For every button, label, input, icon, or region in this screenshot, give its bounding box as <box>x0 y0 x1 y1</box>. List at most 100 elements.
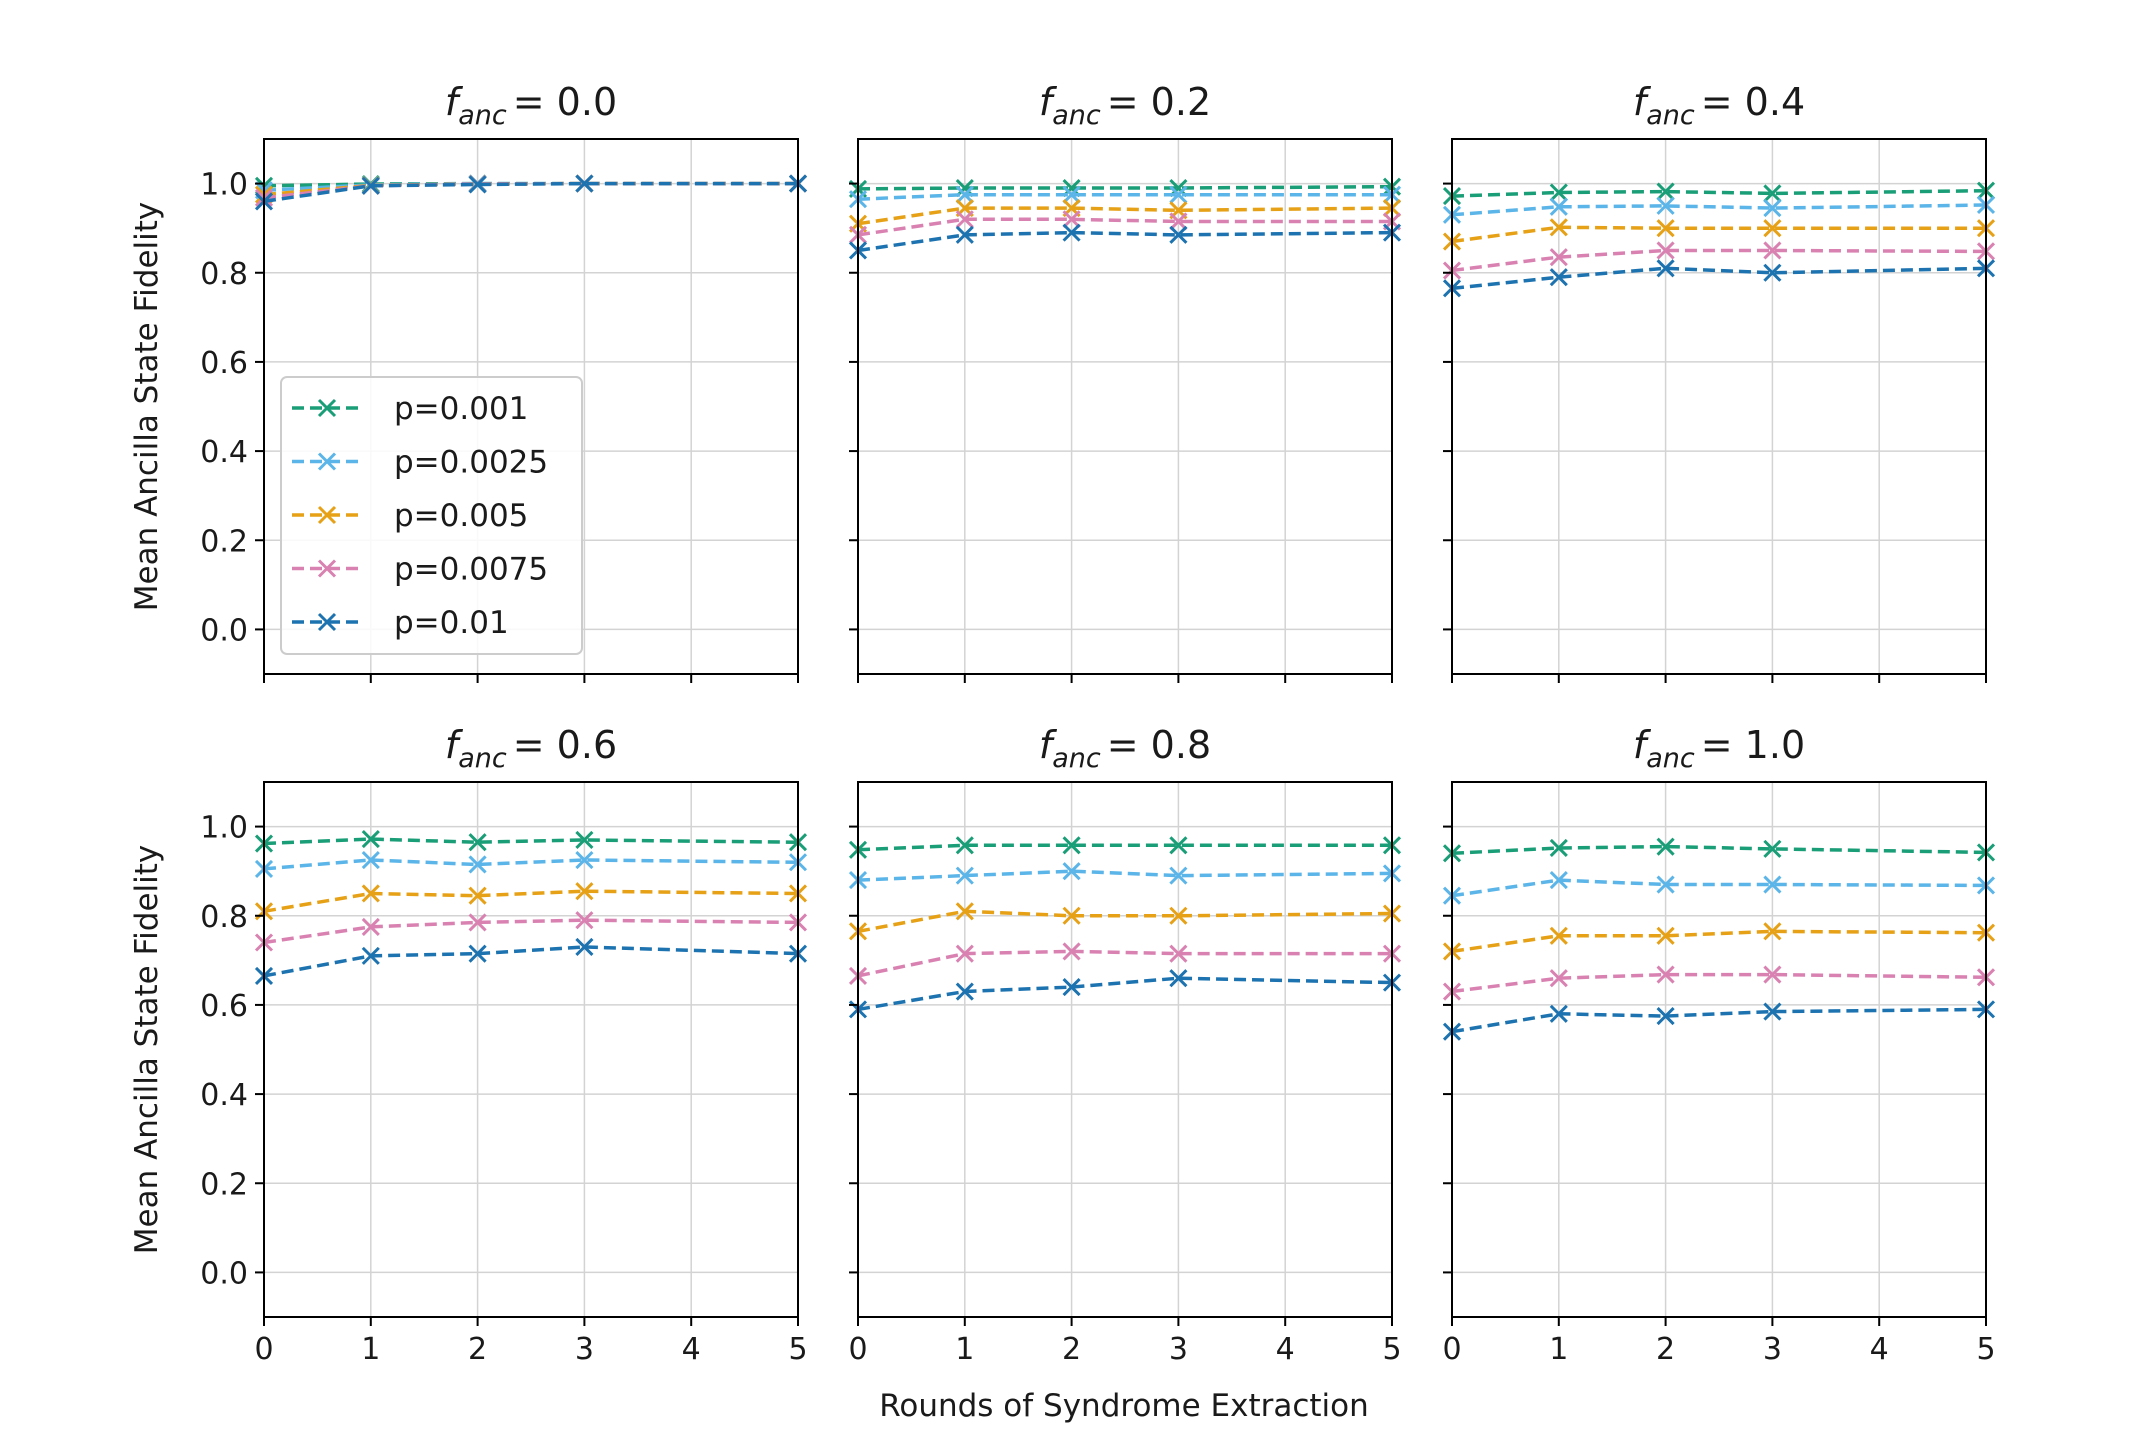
data-point <box>575 830 594 850</box>
data-point <box>1763 199 1782 218</box>
data-point <box>1169 212 1188 231</box>
axes-frame <box>857 138 1393 675</box>
data-point <box>1549 1004 1568 1023</box>
series-line <box>857 909 1393 934</box>
data-point <box>575 850 594 870</box>
panel-5: 0 1 2 3 4 5 fanc = 0.8 <box>848 723 1401 1367</box>
data-point <box>361 946 380 965</box>
data-point <box>468 833 487 852</box>
y-tick-label: 0.0 <box>200 1256 248 1291</box>
x-axis-label: Rounds of Syndrome Extraction <box>879 1388 1369 1424</box>
data-point <box>1549 218 1568 237</box>
data-point <box>955 210 974 229</box>
data-point <box>1169 185 1188 204</box>
x-tick-label: 2 <box>1656 1332 1675 1367</box>
data-point <box>1656 837 1675 856</box>
data-point <box>1549 838 1568 858</box>
data-point <box>1062 978 1081 997</box>
data-point <box>955 836 974 855</box>
axes-frame <box>857 781 1393 1318</box>
legend-label: p=0.005 <box>394 498 528 534</box>
data-point <box>1763 875 1782 894</box>
panels: 0.0 0.2 0.4 0.6 0.8 1.0 Mean Ancilla State Fid… <box>129 80 1996 1367</box>
y-tick-label: 0.6 <box>200 346 248 381</box>
legend-item: p=0.001 <box>292 391 528 427</box>
data-point <box>361 850 380 870</box>
data-point <box>468 175 487 194</box>
legend-item: p=0.005 <box>292 498 528 534</box>
data-point <box>468 913 487 932</box>
x-tick-label: 3 <box>1763 1332 1782 1367</box>
y-tick-label: 0.2 <box>200 524 248 559</box>
legend-marker <box>317 398 337 418</box>
panel-2: fanc = 0.2 <box>848 80 1402 683</box>
data-point <box>1169 866 1188 885</box>
data-point <box>575 937 594 957</box>
x-tick-label: 4 <box>1870 1332 1889 1367</box>
panel-3: fanc = 0.4 <box>1442 80 1996 683</box>
data-point <box>955 982 974 1001</box>
y-tick-label: 0.4 <box>200 435 248 470</box>
data-point <box>468 886 487 905</box>
data-point <box>468 944 487 963</box>
panel-title: fanc = 0.4 <box>1633 80 1805 131</box>
legend-marker <box>317 612 337 632</box>
x-tick-label: 5 <box>788 1332 807 1367</box>
data-point <box>1549 969 1568 988</box>
plot-area <box>1452 782 1986 1317</box>
data-point <box>955 902 974 921</box>
x-tick-label: 0 <box>1442 1332 1461 1367</box>
y-tick-label: 0.8 <box>200 900 248 935</box>
panel-title: fanc = 0.2 <box>1039 80 1211 131</box>
y-tick-label: 0.2 <box>200 1167 248 1202</box>
data-point <box>1763 219 1782 238</box>
x-tick-label: 0 <box>254 1332 273 1367</box>
x-tick-label: 4 <box>1276 1332 1295 1367</box>
x-tick-label: 3 <box>575 1332 594 1367</box>
data-point <box>361 830 380 849</box>
data-point <box>1169 225 1188 244</box>
series-line <box>263 889 799 914</box>
series-line <box>857 976 1393 1012</box>
data-point <box>1169 836 1188 855</box>
data-point <box>1169 969 1188 988</box>
panel-title: fanc = 0.6 <box>445 723 617 774</box>
series-p=0.005 <box>254 882 808 921</box>
data-point <box>1549 183 1568 202</box>
data-point <box>1656 965 1675 984</box>
data-point <box>1763 839 1782 858</box>
data-point <box>1062 942 1081 961</box>
x-tick-label: 5 <box>1382 1332 1401 1367</box>
data-point <box>1656 219 1675 238</box>
data-point <box>1062 836 1081 855</box>
data-point <box>1062 223 1081 242</box>
x-tick-label: 1 <box>361 1332 380 1367</box>
y-tick-label: 0.4 <box>200 1078 248 1113</box>
x-tick-label: 1 <box>955 1332 974 1367</box>
axes-frame <box>1451 138 1987 675</box>
data-point <box>1763 1002 1782 1021</box>
series-p=0.0025 <box>1442 871 1996 905</box>
plot-area <box>858 139 1392 674</box>
legend-label: p=0.001 <box>394 391 528 427</box>
x-tick-label: 2 <box>468 1332 487 1367</box>
y-tick-label: 0.8 <box>200 257 248 292</box>
plot-area <box>858 782 1392 1317</box>
y-tick-label: 0.0 <box>200 613 248 648</box>
data-point <box>1169 906 1188 925</box>
data-point <box>1656 241 1675 260</box>
legend: p=0.001 p=0.0025 p=0.005 p=0.0075 p=0.01 <box>280 376 583 655</box>
data-point <box>1763 184 1782 203</box>
data-point <box>1062 210 1081 229</box>
legend-label: p=0.0025 <box>394 445 548 481</box>
data-point <box>1062 862 1081 881</box>
x-tick-label: 3 <box>1169 1332 1188 1367</box>
data-point <box>1656 196 1675 215</box>
panel-title: fanc = 0.8 <box>1039 723 1211 774</box>
y-axis-label: Mean Ancilla State Fidelity <box>129 202 165 611</box>
data-point <box>955 866 974 885</box>
data-point <box>468 855 487 874</box>
panel-6: 0 1 2 3 4 5 fanc = 1.0 <box>1442 723 1995 1367</box>
y-tick-label: 1.0 <box>200 168 248 203</box>
